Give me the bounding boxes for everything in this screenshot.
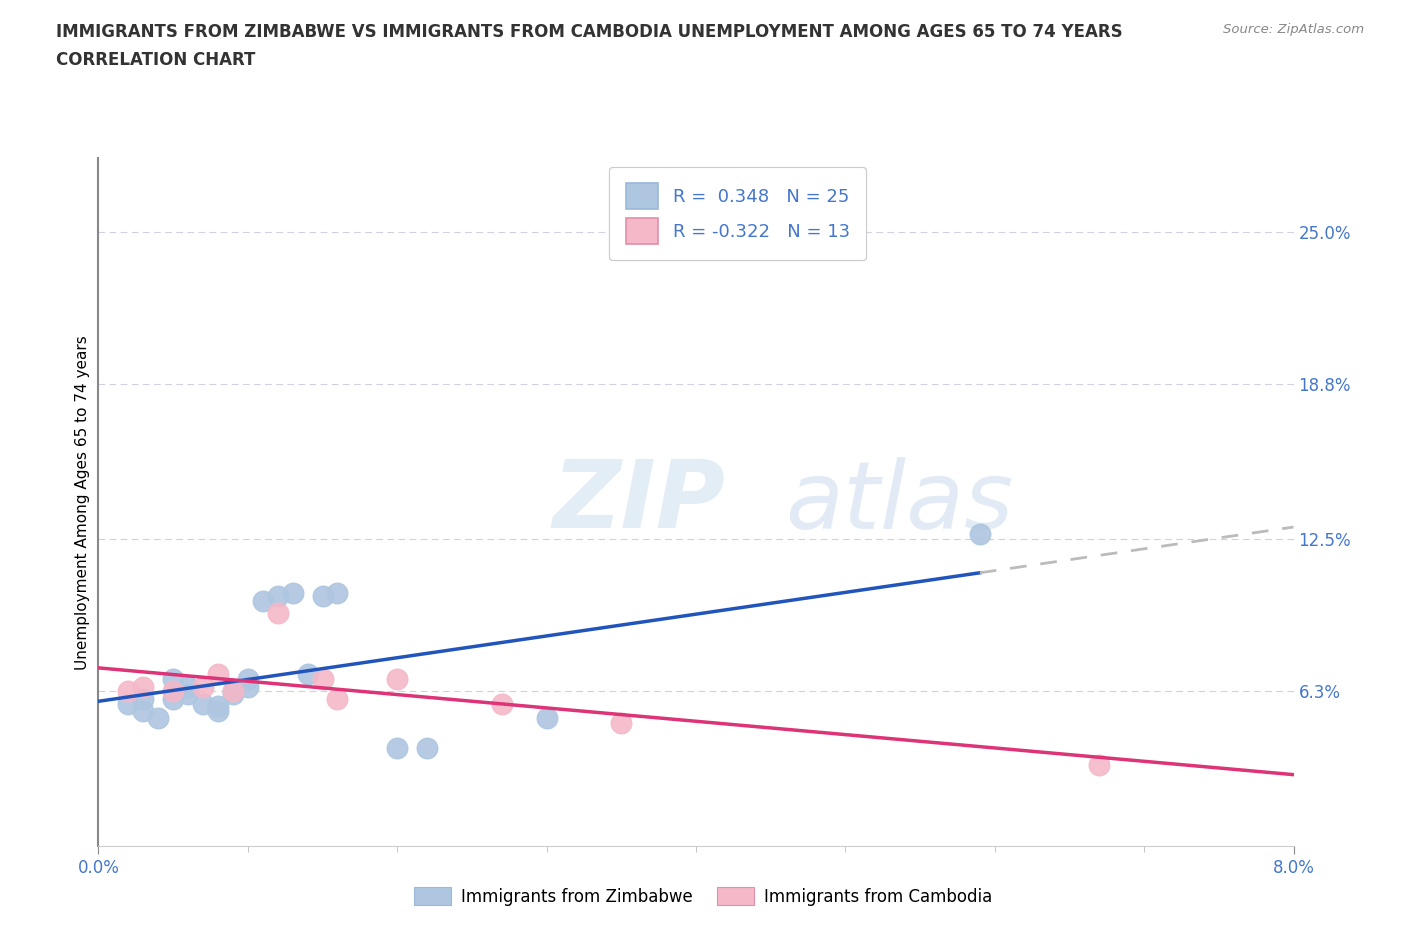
Point <box>162 684 184 699</box>
Y-axis label: Unemployment Among Ages 65 to 74 years: Unemployment Among Ages 65 to 74 years <box>75 335 90 670</box>
Point <box>162 691 184 706</box>
Point <box>297 667 319 682</box>
Text: ZIP: ZIP <box>553 457 725 548</box>
Point <box>416 740 439 755</box>
Point <box>222 684 245 699</box>
Point <box>969 526 991 541</box>
Point <box>191 679 214 694</box>
Point <box>536 711 558 726</box>
Point <box>207 667 229 682</box>
Point <box>267 605 290 620</box>
Point <box>252 593 274 608</box>
Point <box>117 684 139 699</box>
Point <box>281 586 304 601</box>
Point <box>177 679 200 694</box>
Legend: R =  0.348   N = 25, R = -0.322   N = 13: R = 0.348 N = 25, R = -0.322 N = 13 <box>609 167 866 259</box>
Point <box>148 711 170 726</box>
Point <box>132 704 155 719</box>
Point <box>610 716 633 731</box>
Text: atlas: atlas <box>786 457 1014 548</box>
Point <box>177 686 200 701</box>
Point <box>311 671 333 686</box>
Point <box>191 697 214 711</box>
Point <box>222 686 245 701</box>
Text: IMMIGRANTS FROM ZIMBABWE VS IMMIGRANTS FROM CAMBODIA UNEMPLOYMENT AMONG AGES 65 : IMMIGRANTS FROM ZIMBABWE VS IMMIGRANTS F… <box>56 23 1123 41</box>
Point <box>385 671 409 686</box>
Point <box>1088 758 1111 773</box>
Point <box>326 586 349 601</box>
Point <box>207 704 229 719</box>
Point <box>207 698 229 713</box>
Point <box>222 684 245 699</box>
Point <box>491 697 513 711</box>
Point <box>326 691 349 706</box>
Point <box>236 679 259 694</box>
Point <box>132 679 155 694</box>
Text: Source: ZipAtlas.com: Source: ZipAtlas.com <box>1223 23 1364 36</box>
Legend: Immigrants from Zimbabwe, Immigrants from Cambodia: Immigrants from Zimbabwe, Immigrants fro… <box>408 881 998 912</box>
Point <box>132 691 155 706</box>
Point <box>236 671 259 686</box>
Text: CORRELATION CHART: CORRELATION CHART <box>56 51 256 69</box>
Point <box>162 671 184 686</box>
Point <box>385 740 409 755</box>
Point <box>267 588 290 603</box>
Point <box>117 697 139 711</box>
Point <box>311 588 333 603</box>
